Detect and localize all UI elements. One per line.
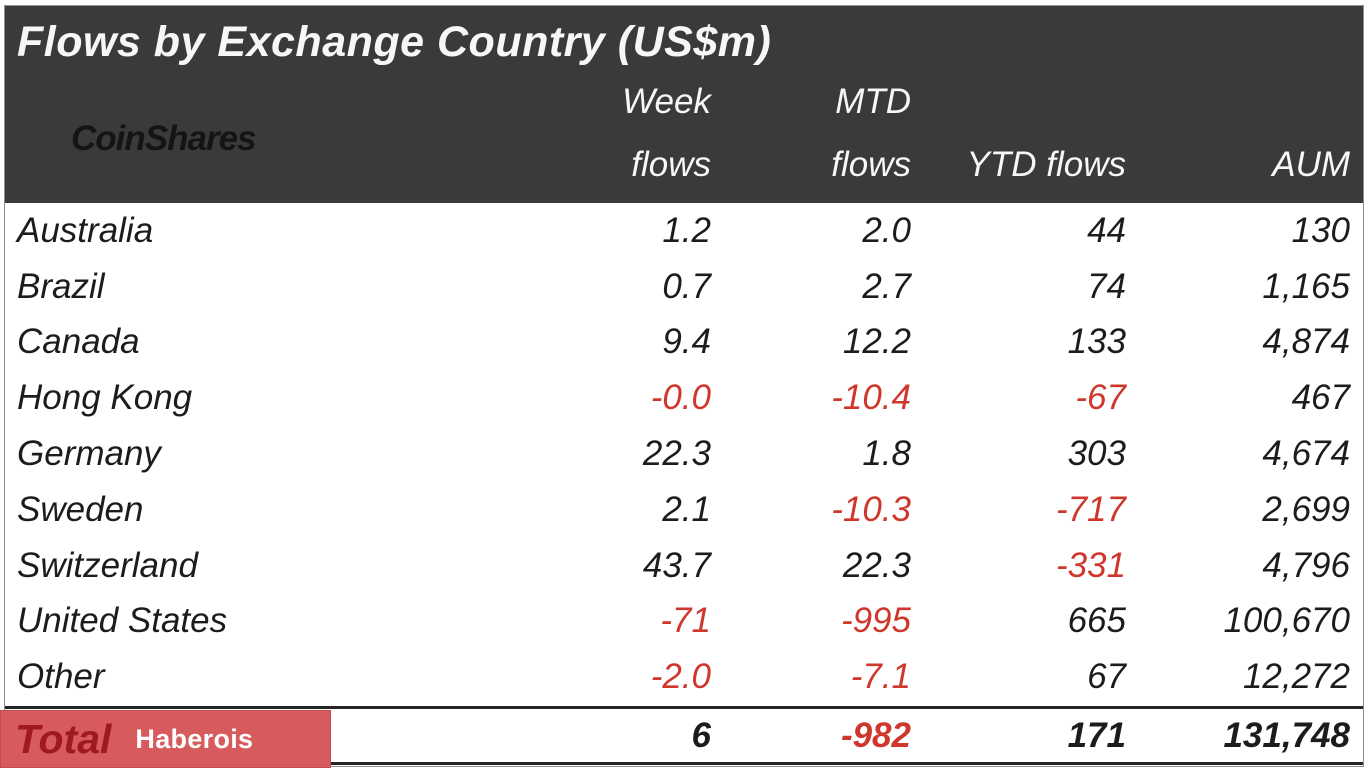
cell-country: United States xyxy=(17,601,228,641)
cell-ytd: -331 xyxy=(1055,545,1126,585)
cell-aum: 2,699 xyxy=(1262,489,1350,529)
table-row: Australia 1.2 2.0 44 130 xyxy=(5,203,1363,259)
table-row: Sweden 2.1 -10.3 -717 2,699 xyxy=(5,482,1363,538)
table-row: Other -2.0 -7.1 67 12,272 xyxy=(5,649,1363,705)
cell-mtd: 22.3 xyxy=(842,545,911,585)
col-header-week-line1: Week xyxy=(622,82,711,121)
flows-table: Flows by Exchange Country (US$m) CoinSha… xyxy=(4,5,1364,767)
cell-ytd: 44 xyxy=(1087,210,1126,250)
total-row-label: Total xyxy=(15,715,112,762)
cell-aum: 1,165 xyxy=(1262,266,1350,306)
cell-ytd: 303 xyxy=(1067,434,1126,474)
cell-mtd: -995 xyxy=(840,601,911,641)
total-ytd-flows: 171 xyxy=(1067,715,1126,755)
cell-ytd: -67 xyxy=(1075,378,1126,418)
cell-week: 43.7 xyxy=(642,545,711,585)
cell-country: Hong Kong xyxy=(17,378,193,418)
cell-aum: 100,670 xyxy=(1223,601,1350,641)
cell-week: 2.1 xyxy=(662,489,711,529)
cell-country: Sweden xyxy=(17,489,144,529)
cell-country: Canada xyxy=(17,322,140,362)
total-aum: 131,748 xyxy=(1223,715,1350,755)
cell-country: Other xyxy=(17,657,105,697)
cell-week: -71 xyxy=(660,601,711,641)
col-header-ytd-label: YTD flows xyxy=(966,145,1126,184)
cell-ytd: -717 xyxy=(1055,489,1126,529)
col-header-mtd-flows: MTD flows xyxy=(715,70,915,196)
col-header-week-flows: Week flows xyxy=(403,70,715,196)
column-header-row: CoinShares Week flows MTD flows YTD flow… xyxy=(5,74,1363,203)
cell-country: Germany xyxy=(17,434,161,474)
col-header-mtd-line2: flows xyxy=(831,145,911,184)
col-header-week-line2: flows xyxy=(631,145,711,184)
table-header: Flows by Exchange Country (US$m) CoinSha… xyxy=(5,6,1363,203)
cell-mtd: 12.2 xyxy=(842,322,911,362)
cell-aum: 4,796 xyxy=(1262,545,1350,585)
table-row: Switzerland 43.7 22.3 -331 4,796 xyxy=(5,538,1363,594)
table-row: United States -71 -995 665 100,670 xyxy=(5,594,1363,650)
cell-week: -2.0 xyxy=(650,657,711,697)
table-body: Australia 1.2 2.0 44 130 Brazil 0.7 2.7 74 1,165 C… xyxy=(5,203,1363,705)
col-header-ytd-flows: YTD flows xyxy=(915,133,1130,196)
cell-week: -0.0 xyxy=(650,378,711,418)
cell-mtd: 2.7 xyxy=(862,266,911,306)
cell-mtd: -7.1 xyxy=(850,657,911,697)
watermark-label: Haberois xyxy=(135,723,254,754)
total-highlight-annotation: Total Haberois xyxy=(0,710,331,768)
col-header-mtd-line1: MTD xyxy=(835,82,911,121)
cell-country: Brazil xyxy=(17,266,105,306)
cell-aum: 4,874 xyxy=(1262,322,1350,362)
cell-country: Switzerland xyxy=(17,545,198,585)
cell-mtd: -10.3 xyxy=(831,489,911,529)
cell-aum: 12,272 xyxy=(1242,657,1350,697)
table-row: Germany 22.3 1.8 303 4,674 xyxy=(5,426,1363,482)
cell-mtd: 1.8 xyxy=(862,434,911,474)
logo-cell: CoinShares xyxy=(5,74,403,196)
col-header-aum-label: AUM xyxy=(1272,145,1350,184)
cell-week: 9.4 xyxy=(662,322,711,362)
cell-mtd: 2.0 xyxy=(862,210,911,250)
total-row: 6 -982 171 131,748 xyxy=(5,706,1363,766)
cell-mtd: -10.4 xyxy=(831,378,911,418)
cell-aum: 4,674 xyxy=(1262,434,1350,474)
table-row: Hong Kong -0.0 -10.4 -67 467 xyxy=(5,370,1363,426)
col-header-aum: AUM xyxy=(1130,133,1363,196)
cell-ytd: 665 xyxy=(1067,601,1126,641)
table-row: Canada 9.4 12.2 133 4,874 xyxy=(5,315,1363,371)
cell-ytd: 74 xyxy=(1087,266,1126,306)
table-row: Brazil 0.7 2.7 74 1,165 xyxy=(5,259,1363,315)
cell-country: Australia xyxy=(17,210,154,250)
cell-week: 0.7 xyxy=(662,266,711,306)
cell-week: 22.3 xyxy=(642,434,711,474)
cell-week: 1.2 xyxy=(662,210,711,250)
coinshares-logo: CoinShares xyxy=(71,118,256,158)
total-week-flows: 6 xyxy=(691,715,711,755)
cell-ytd: 133 xyxy=(1067,322,1126,362)
cell-aum: 467 xyxy=(1291,378,1350,418)
cell-ytd: 67 xyxy=(1087,657,1126,697)
cell-aum: 130 xyxy=(1291,210,1350,250)
total-mtd-flows: -982 xyxy=(840,715,911,755)
table-title: Flows by Exchange Country (US$m) xyxy=(17,18,772,66)
